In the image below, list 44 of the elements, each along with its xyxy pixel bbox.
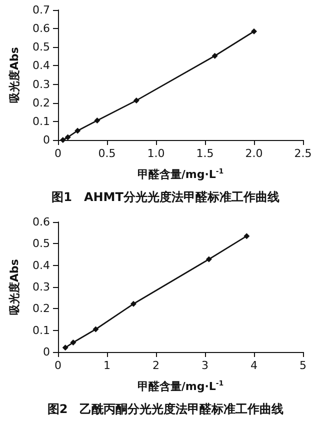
x-tick-label: 0.5	[98, 147, 116, 160]
y-tick-label: 0.4	[32, 258, 50, 272]
y-tick-label: 0	[43, 134, 50, 146]
x-tick-label: 2.0	[245, 147, 263, 160]
y-tick-label: 0.1	[32, 114, 50, 128]
text: 图2 乙酰丙酮分光光度法甲醛标准工作曲线	[47, 402, 284, 416]
y-tick-label: 0.2	[32, 302, 50, 316]
point	[206, 256, 212, 262]
x-tick-label: 4	[250, 359, 258, 372]
point	[212, 52, 218, 59]
point	[94, 118, 100, 124]
point	[251, 28, 257, 34]
point	[133, 97, 140, 104]
x-tick-label: 1	[104, 359, 110, 372]
y-tick-label: 0.3	[32, 78, 50, 91]
point	[244, 233, 250, 240]
y-tick-label: 0.6	[32, 216, 50, 228]
y-tick-label: 0	[43, 346, 50, 358]
y-tick-label: 0.4	[32, 59, 50, 72]
y-tick-label: 0.3	[32, 280, 50, 294]
y-tick-label: 0.2	[32, 96, 50, 110]
point	[130, 300, 136, 307]
point	[64, 134, 71, 140]
x-tick-label: 2.5	[294, 147, 312, 160]
x-tick-label: 0	[54, 147, 62, 160]
point	[70, 339, 76, 346]
y-axis-title: 吸光度Abs	[8, 46, 21, 103]
y-tick-label: 0.6	[32, 22, 50, 36]
x-tick-label: 5	[300, 359, 306, 372]
point	[60, 137, 66, 143]
y-tick-label: 0.5	[32, 40, 50, 54]
y-tick-label: 0.5	[32, 237, 50, 250]
x-tick-label: 0	[54, 359, 62, 372]
point	[74, 128, 81, 134]
x-tick-label: 3	[202, 359, 208, 372]
x-tick-label: 1.5	[196, 147, 214, 160]
point	[62, 344, 68, 351]
x-tick-label: 1.0	[147, 147, 165, 160]
point	[92, 326, 99, 332]
y-tick-label: 0.7	[32, 4, 50, 16]
x-tick-label: 2	[152, 359, 160, 372]
y-axis-title: 吸光度Abs	[8, 258, 21, 315]
y-tick-label: 0.1	[32, 324, 50, 337]
text: 图1 AHMT分光光度法甲醛标准工作曲线	[52, 190, 280, 204]
